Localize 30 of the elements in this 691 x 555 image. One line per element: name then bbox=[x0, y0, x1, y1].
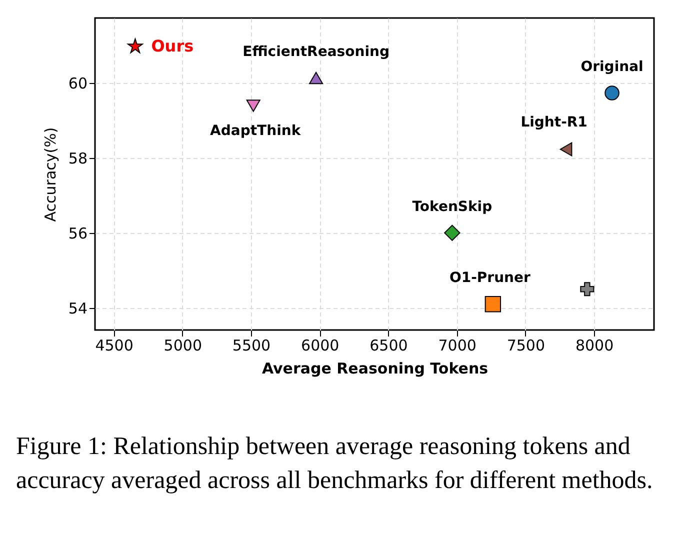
x-tick-label: 7500 bbox=[506, 336, 546, 354]
y-axis-title: Accuracy(%) bbox=[41, 127, 60, 222]
point bbox=[604, 86, 620, 100]
x-tick-label: 5500 bbox=[232, 336, 271, 354]
y-tick-label: 56 bbox=[68, 224, 88, 242]
y-tick-label: 60 bbox=[68, 74, 88, 92]
x-tick-label: 5000 bbox=[164, 336, 202, 354]
y-tick-label: 58 bbox=[68, 149, 88, 168]
series-label: Original bbox=[580, 59, 644, 75]
series-label: O1-Pruner bbox=[449, 270, 530, 286]
x-tick-label: 8000 bbox=[575, 336, 614, 354]
point bbox=[246, 100, 260, 112]
x-tick-label: 6500 bbox=[370, 336, 408, 354]
series-label: EfficientReasoning bbox=[242, 44, 390, 60]
series-label: TokenSkip bbox=[412, 198, 492, 215]
point bbox=[484, 296, 501, 312]
x-axis-title: Average Reasoning Tokens bbox=[262, 360, 488, 378]
caption: Figure 1: Relationship between average reasoning tokens and accuracy averaged across all benchmarks for different methods. bbox=[16, 432, 654, 496]
series-label: Light-R1 bbox=[520, 114, 588, 130]
point bbox=[127, 38, 143, 54]
x-tick-label: 7000 bbox=[438, 336, 476, 354]
x-tick-label: 6000 bbox=[301, 336, 340, 354]
x-tick-label: 4500 bbox=[95, 336, 134, 354]
point bbox=[444, 224, 460, 241]
point bbox=[560, 142, 572, 156]
series-label: Ours bbox=[151, 36, 194, 56]
y-tick-label: 54 bbox=[68, 299, 88, 318]
point bbox=[580, 282, 594, 296]
series-label: AdaptThink bbox=[210, 122, 302, 139]
point bbox=[309, 72, 324, 84]
